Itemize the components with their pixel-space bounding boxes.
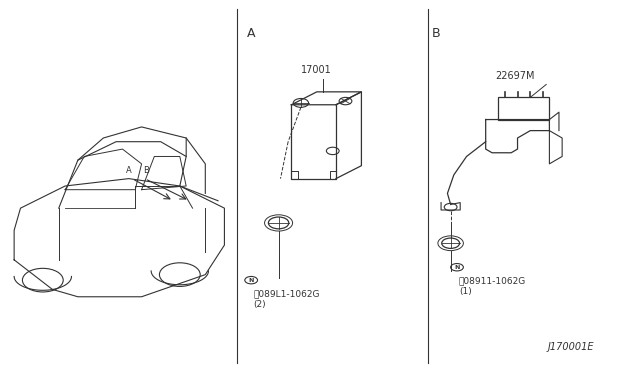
Text: J170001E: J170001E — [547, 342, 594, 352]
Text: B: B — [431, 27, 440, 40]
Text: ⓝ08911-1062G
(1): ⓝ08911-1062G (1) — [459, 276, 526, 296]
Text: B: B — [143, 166, 148, 175]
Text: ⓝ089L1-1062G
(2): ⓝ089L1-1062G (2) — [253, 289, 319, 309]
Text: A: A — [126, 166, 132, 175]
FancyBboxPatch shape — [499, 97, 549, 119]
Text: A: A — [246, 27, 255, 40]
Text: 22697M: 22697M — [495, 71, 535, 81]
Text: N: N — [454, 265, 460, 270]
Text: N: N — [248, 278, 254, 283]
Text: 17001: 17001 — [301, 65, 332, 76]
